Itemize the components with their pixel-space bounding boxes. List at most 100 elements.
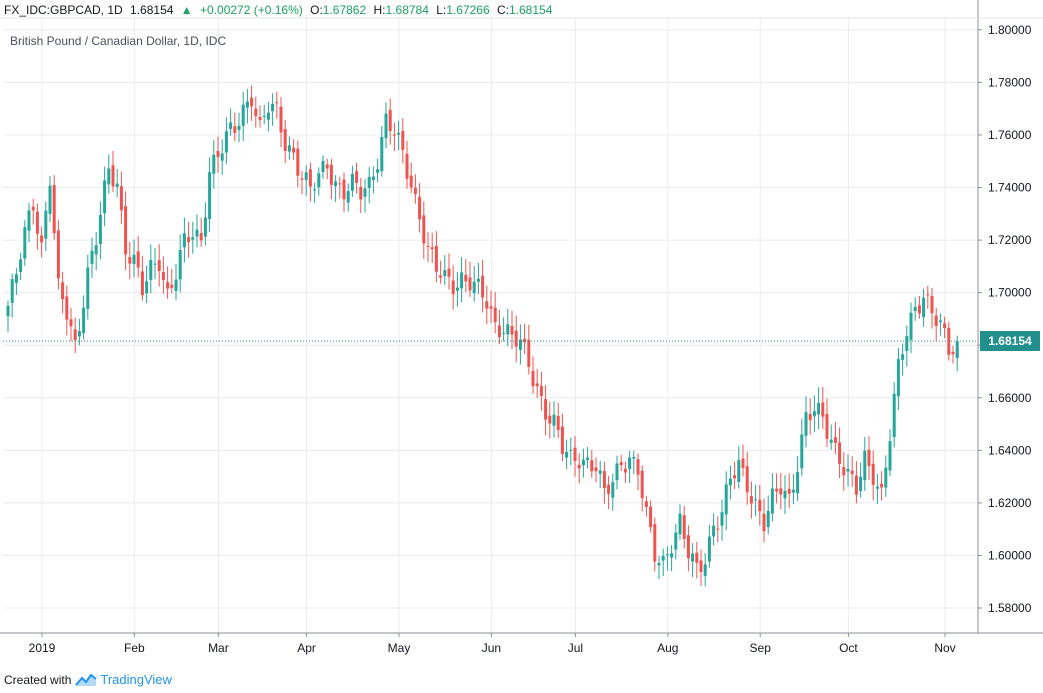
candle-body bbox=[783, 490, 787, 499]
candle-body bbox=[548, 415, 552, 424]
candle-body bbox=[678, 513, 682, 535]
candle-body bbox=[938, 320, 942, 323]
candle-body bbox=[77, 331, 81, 337]
candle-body bbox=[170, 284, 174, 288]
candle-body bbox=[829, 439, 833, 443]
candle-body bbox=[917, 305, 921, 314]
candle-body bbox=[443, 270, 447, 277]
candle-body bbox=[107, 168, 111, 185]
y-tick-label: 1.60000 bbox=[988, 548, 1032, 562]
candle-body bbox=[82, 307, 86, 334]
x-tick-label: 2019 bbox=[29, 641, 56, 655]
candle-body bbox=[397, 132, 401, 135]
candle-body bbox=[258, 116, 262, 121]
candle-body bbox=[199, 232, 203, 241]
candle-body bbox=[178, 250, 182, 280]
candle-body bbox=[359, 186, 363, 200]
candle-body bbox=[737, 460, 741, 482]
tradingview-logo[interactable]: TradingView bbox=[75, 672, 172, 687]
candle-body bbox=[770, 488, 774, 514]
candle-body bbox=[430, 247, 434, 250]
x-tick-label: Sep bbox=[750, 641, 772, 655]
candle-body bbox=[821, 402, 825, 417]
candle-body bbox=[913, 306, 917, 312]
candle-body bbox=[930, 296, 934, 314]
candle-body bbox=[560, 426, 564, 455]
candle-body bbox=[371, 176, 375, 181]
candle-body bbox=[615, 463, 619, 481]
candle-body bbox=[355, 171, 359, 183]
candle-body bbox=[103, 180, 107, 214]
candle-body bbox=[611, 482, 615, 498]
candle-body bbox=[577, 464, 581, 469]
candle-body bbox=[346, 191, 350, 203]
candle-body bbox=[682, 515, 686, 540]
tradingview-brand: TradingView bbox=[100, 672, 172, 687]
candle-body bbox=[405, 153, 409, 179]
candle-body bbox=[476, 278, 480, 282]
candle-body bbox=[863, 450, 867, 481]
candle-body bbox=[380, 136, 384, 172]
x-tick-label: May bbox=[388, 641, 411, 655]
candle-body bbox=[245, 101, 249, 108]
candle-body bbox=[111, 165, 115, 187]
open-value: 1.67862 bbox=[322, 3, 367, 17]
candle-body bbox=[535, 383, 539, 387]
x-tick-label: Oct bbox=[839, 641, 858, 655]
candle-body bbox=[489, 306, 493, 309]
axes: 1.580001.600001.620001.640001.660001.680… bbox=[0, 0, 1043, 655]
candle-body bbox=[838, 442, 842, 464]
candle-body bbox=[363, 188, 367, 197]
chart-subtitle: British Pound / Canadian Dollar, 1D, IDC bbox=[10, 34, 227, 48]
candle-body bbox=[552, 414, 556, 426]
candle-body bbox=[951, 351, 955, 355]
symbol-label: FX_IDC:GBPCAD, 1D bbox=[4, 3, 123, 17]
candle-body bbox=[586, 457, 590, 461]
candle-body bbox=[791, 489, 795, 493]
candle-body bbox=[888, 441, 892, 471]
close-value: 1.68154 bbox=[509, 3, 553, 17]
candle-body bbox=[48, 185, 52, 214]
candle-body bbox=[279, 106, 283, 133]
candle-body bbox=[905, 336, 909, 351]
candle-body bbox=[695, 552, 699, 563]
candle-body bbox=[292, 147, 296, 153]
candle-body bbox=[502, 332, 506, 334]
candle-body bbox=[481, 275, 485, 298]
candle-body bbox=[6, 305, 10, 317]
candle-body bbox=[766, 510, 770, 528]
candle-body bbox=[934, 315, 938, 326]
created-with-label: Created with bbox=[4, 672, 72, 687]
candle-body bbox=[384, 113, 388, 139]
y-tick-label: 1.80000 bbox=[988, 23, 1032, 37]
up-arrow-icon: ▲ bbox=[180, 3, 193, 17]
candle-body bbox=[741, 458, 745, 469]
candle-body bbox=[544, 399, 548, 420]
candle-body bbox=[140, 271, 144, 296]
low-value: 1.67266 bbox=[446, 3, 490, 17]
candle-body bbox=[796, 471, 800, 494]
candle-body bbox=[523, 338, 527, 343]
candle-body bbox=[157, 260, 161, 272]
candle-body bbox=[506, 324, 510, 335]
candle-body bbox=[472, 281, 476, 294]
candle-body bbox=[485, 301, 489, 309]
candle-body bbox=[636, 459, 640, 475]
candle-body bbox=[716, 528, 720, 530]
candle-body bbox=[733, 475, 737, 479]
candle-body bbox=[539, 385, 543, 396]
candle-body bbox=[787, 488, 791, 494]
candle-body bbox=[271, 103, 275, 112]
candle-body bbox=[187, 237, 191, 243]
candle-body bbox=[623, 468, 627, 473]
candle-body bbox=[531, 370, 535, 387]
candle-body bbox=[19, 259, 23, 272]
candle-body bbox=[871, 463, 875, 485]
y-tick-label: 1.74000 bbox=[988, 181, 1032, 195]
candle-body bbox=[153, 263, 157, 265]
candle-body bbox=[922, 297, 926, 318]
candle-body bbox=[758, 500, 762, 512]
candle-body bbox=[497, 325, 501, 338]
candle-body bbox=[61, 282, 65, 300]
candle-body bbox=[208, 172, 212, 220]
